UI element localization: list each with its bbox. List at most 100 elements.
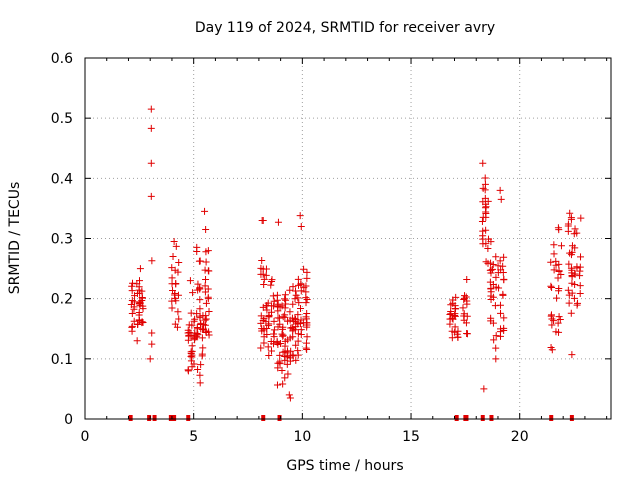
data-point — [492, 344, 500, 352]
y-tick-label: 0 — [64, 412, 73, 428]
data-point — [568, 351, 576, 359]
data-point — [196, 305, 204, 313]
data-point — [489, 265, 497, 273]
data-point — [554, 319, 562, 327]
data-point — [292, 356, 300, 364]
data-point — [291, 287, 299, 295]
data-point — [273, 296, 281, 304]
data-point — [482, 208, 490, 216]
data-point — [184, 326, 192, 334]
data-point — [281, 295, 289, 303]
data-point — [460, 310, 468, 318]
grid-lines — [85, 58, 611, 419]
data-point — [478, 218, 486, 226]
data-point — [451, 312, 459, 320]
data-point — [193, 325, 201, 333]
data-point — [284, 336, 292, 344]
data-point — [201, 288, 209, 296]
data-point — [577, 214, 585, 222]
data-point — [168, 304, 176, 312]
data-point — [297, 304, 305, 312]
data-point — [282, 296, 290, 304]
data-point — [131, 292, 139, 300]
data-point — [267, 281, 275, 289]
data-point — [303, 268, 311, 276]
data-point — [294, 330, 302, 338]
data-point — [283, 360, 291, 368]
data-point — [294, 275, 302, 283]
data-point — [302, 288, 310, 296]
data-point — [479, 227, 487, 235]
data-point — [556, 315, 564, 323]
data-point — [490, 336, 498, 344]
data-point — [500, 253, 508, 261]
data-point — [170, 238, 178, 246]
data-point — [147, 124, 155, 132]
x-axis-ticks: 0 5 10 15 20 — [81, 58, 608, 445]
data-point — [259, 303, 267, 311]
data-point — [204, 285, 212, 293]
data-point — [294, 294, 302, 302]
data-point — [555, 285, 563, 293]
data-point — [185, 321, 193, 329]
data-point — [174, 308, 182, 316]
data-point — [550, 241, 558, 249]
data-point — [270, 326, 278, 334]
data-point — [260, 333, 268, 341]
data-points — [127, 105, 585, 402]
data-point — [260, 339, 268, 347]
x-tick-label: 20 — [511, 429, 529, 445]
y-tick-label: 0.1 — [51, 352, 73, 368]
data-point — [201, 282, 209, 290]
data-point — [270, 333, 278, 341]
data-point — [274, 218, 282, 226]
data-point — [568, 266, 576, 274]
data-point — [186, 277, 194, 285]
data-point — [133, 280, 141, 288]
data-point — [288, 314, 296, 322]
data-point — [184, 336, 192, 344]
y-tick-label: 0.5 — [51, 111, 73, 127]
data-point — [129, 279, 136, 287]
data-point — [460, 295, 468, 303]
data-point — [201, 266, 209, 274]
data-point — [194, 280, 202, 288]
data-point — [448, 327, 456, 335]
data-point — [570, 230, 578, 238]
data-point — [459, 304, 467, 312]
data-point — [547, 282, 555, 290]
data-point — [573, 301, 581, 309]
zero-marker — [172, 415, 177, 421]
data-point — [204, 293, 212, 301]
data-point — [270, 297, 278, 305]
data-point — [494, 262, 502, 270]
data-point — [499, 290, 507, 298]
data-point — [187, 309, 195, 317]
data-point — [134, 320, 142, 328]
data-point — [452, 293, 460, 301]
data-point — [202, 225, 210, 233]
data-point — [482, 240, 490, 248]
data-point — [480, 385, 488, 393]
data-point — [552, 261, 560, 269]
y-tick-label: 0.3 — [51, 232, 73, 248]
data-point — [260, 280, 268, 288]
data-point — [492, 253, 500, 261]
data-point — [577, 253, 585, 261]
zero-marker — [569, 415, 574, 421]
data-point — [175, 315, 183, 323]
data-point — [146, 355, 154, 363]
data-point — [494, 269, 502, 277]
data-point — [205, 308, 213, 316]
data-point — [295, 281, 303, 289]
data-point — [451, 302, 459, 310]
data-point — [202, 258, 210, 266]
data-point — [196, 285, 204, 293]
zero-value-markers — [128, 415, 574, 421]
data-point — [492, 355, 500, 363]
y-tick-label: 0.2 — [51, 292, 73, 308]
data-point — [278, 367, 286, 375]
data-point — [294, 311, 302, 319]
zero-marker — [464, 415, 469, 421]
data-point — [487, 314, 495, 322]
